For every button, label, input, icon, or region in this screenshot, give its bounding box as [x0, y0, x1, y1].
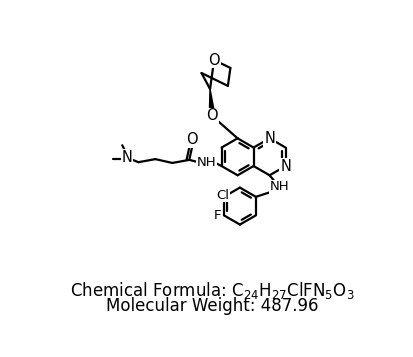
Text: N: N — [121, 150, 132, 165]
Text: N: N — [280, 159, 290, 174]
Text: NH: NH — [196, 156, 216, 169]
Text: NH: NH — [269, 180, 289, 193]
Text: Molecular Weight: 487.96: Molecular Weight: 487.96 — [106, 297, 318, 315]
Text: Cl: Cl — [215, 189, 228, 202]
Text: O: O — [185, 132, 197, 147]
Text: O: O — [206, 109, 218, 124]
Text: Chemical Formula: $\mathregular{C_{24}H_{27}ClFN_5O_3}$: Chemical Formula: $\mathregular{C_{24}H_… — [70, 280, 354, 301]
Text: F: F — [214, 209, 221, 222]
Polygon shape — [209, 89, 215, 116]
Text: O: O — [208, 52, 219, 67]
Text: N: N — [263, 131, 274, 146]
